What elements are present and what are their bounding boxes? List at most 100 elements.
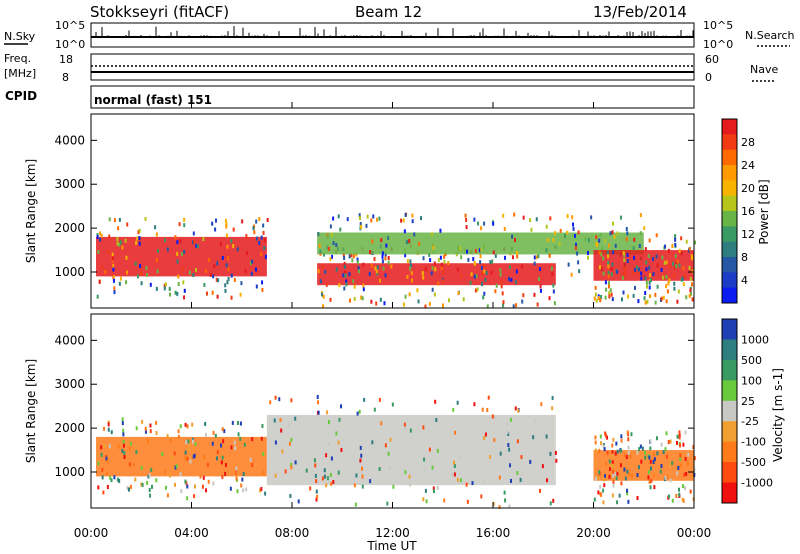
power-scatter-cell	[111, 256, 114, 261]
power-scatter-cell	[370, 299, 373, 304]
velocity-scatter-cell	[484, 432, 487, 437]
velocity-scatter-cell	[102, 490, 105, 495]
power-scatter-cell	[183, 288, 186, 293]
power-scatter-cell	[352, 254, 355, 259]
power-scatter-cell	[183, 223, 186, 228]
power-scatter-cell	[139, 264, 142, 269]
velocity-colorbar-label: Velocity [m s-1]	[771, 368, 785, 462]
power-scatter-cell	[632, 271, 635, 276]
velocity-scatter-cell	[650, 478, 653, 483]
power-scatter-cell	[417, 299, 420, 304]
velocity-scatter-cell	[251, 462, 254, 467]
velocity-scatter-cell	[315, 497, 318, 502]
power-scatter-cell	[342, 273, 345, 278]
power-scatter-cell	[535, 217, 538, 222]
velocity-scatter-cell	[235, 466, 238, 471]
power-scatter-cell	[538, 267, 541, 272]
velocity-scatter-cell	[314, 463, 317, 468]
power-scatter-cell	[135, 240, 138, 245]
velocity-scatter-cell	[358, 409, 361, 414]
power-scatter-cell	[504, 255, 507, 260]
power-scatter-cell	[576, 251, 579, 256]
power-scatter-cell	[227, 276, 230, 281]
power-scatter-cell	[125, 255, 128, 260]
power-scatter-cell	[112, 267, 115, 272]
power-scatter-cell	[644, 290, 647, 295]
velocity-scatter-cell	[356, 411, 359, 416]
power-scatter-cell	[656, 263, 659, 268]
power-scatter-cell	[437, 281, 440, 286]
power-scatter-cell	[613, 234, 616, 239]
power-scatter-cell	[485, 270, 488, 275]
power-scatter-cell	[370, 218, 373, 223]
velocity-scatter-cell	[483, 479, 486, 484]
velocity-scatter-cell	[611, 443, 614, 448]
velocity-scatter-cell	[117, 444, 120, 449]
velocity-scatter-cell	[166, 434, 169, 439]
velocity-scatter-cell	[684, 486, 687, 491]
power-scatter-cell	[335, 267, 338, 272]
velocity-colorbar-segment	[722, 339, 737, 361]
velocity-scatter-cell	[611, 450, 614, 455]
velocity-scatter-cell	[641, 446, 644, 451]
velocity-scatter-cell	[682, 498, 685, 503]
power-scatter-cell	[107, 250, 110, 255]
power-scatter-cell	[168, 286, 171, 291]
power-scatter-cell	[633, 255, 636, 260]
power-scatter-cell	[174, 235, 177, 240]
velocity-scatter-cell	[173, 451, 176, 456]
power-scatter-cell	[360, 224, 363, 229]
power-scatter-cell	[456, 267, 459, 272]
velocity-scatter-cell	[652, 473, 655, 478]
power-scatter-cell	[194, 267, 197, 272]
power-scatter-cell	[205, 291, 208, 296]
power-y-tick-label: 3000	[54, 177, 85, 191]
velocity-scatter-cell	[107, 427, 110, 432]
velocity-scatter-cell	[242, 488, 245, 493]
power-scatter-cell	[113, 286, 116, 291]
velocity-scatter-cell	[391, 402, 394, 407]
power-scatter-cell	[373, 257, 376, 262]
velocity-scatter-cell	[245, 487, 248, 492]
power-scatter-cell	[533, 261, 536, 266]
power-scatter-cell	[626, 253, 629, 258]
power-scatter-cell	[649, 294, 652, 299]
velocity-scatter-cell	[498, 475, 501, 480]
power-scatter-cell	[645, 260, 648, 265]
power-scatter-cell	[483, 291, 486, 296]
power-scatter-cell	[124, 238, 127, 243]
velocity-scatter-cell	[361, 474, 364, 479]
power-scatter-cell	[224, 218, 227, 223]
power-scatter-cell	[424, 267, 427, 272]
power-scatter-cell	[209, 272, 212, 277]
power-scatter-cell	[647, 253, 650, 258]
power-colorbar-segment	[722, 195, 737, 212]
velocity-scatter-cell	[261, 424, 264, 429]
velocity-scatter-cell	[186, 496, 189, 501]
velocity-scatter-cell	[424, 488, 427, 493]
velocity-scatter-cell	[625, 454, 628, 459]
velocity-scatter-cell	[555, 458, 558, 463]
velocity-scatter-cell	[452, 407, 455, 412]
power-colorbar-segment	[722, 272, 737, 289]
power-scatter-cell	[362, 283, 365, 288]
velocity-scatter-cell	[187, 446, 190, 451]
velocity-scatter-cell	[664, 447, 667, 452]
velocity-scatter-cell	[603, 474, 606, 479]
power-scatter-cell	[239, 292, 242, 297]
power-scatter-cell	[250, 271, 253, 276]
power-scatter-cell	[680, 236, 683, 241]
power-scatter-cell	[522, 293, 525, 298]
power-colorbar-frame	[721, 118, 738, 304]
power-scatter-cell	[648, 265, 651, 270]
velocity-scatter-cell	[649, 485, 652, 490]
power-scatter-cell	[344, 273, 347, 278]
power-scatter-cell	[608, 284, 611, 289]
power-scatter-cell	[499, 268, 502, 273]
power-scatter-cell	[245, 234, 248, 239]
power-scatter-cell	[691, 256, 694, 261]
velocity-scatter-cell	[434, 399, 437, 404]
power-scatter-cell	[609, 288, 612, 293]
velocity-scatter-cell	[309, 486, 312, 491]
velocity-scatter-cell	[594, 476, 597, 481]
